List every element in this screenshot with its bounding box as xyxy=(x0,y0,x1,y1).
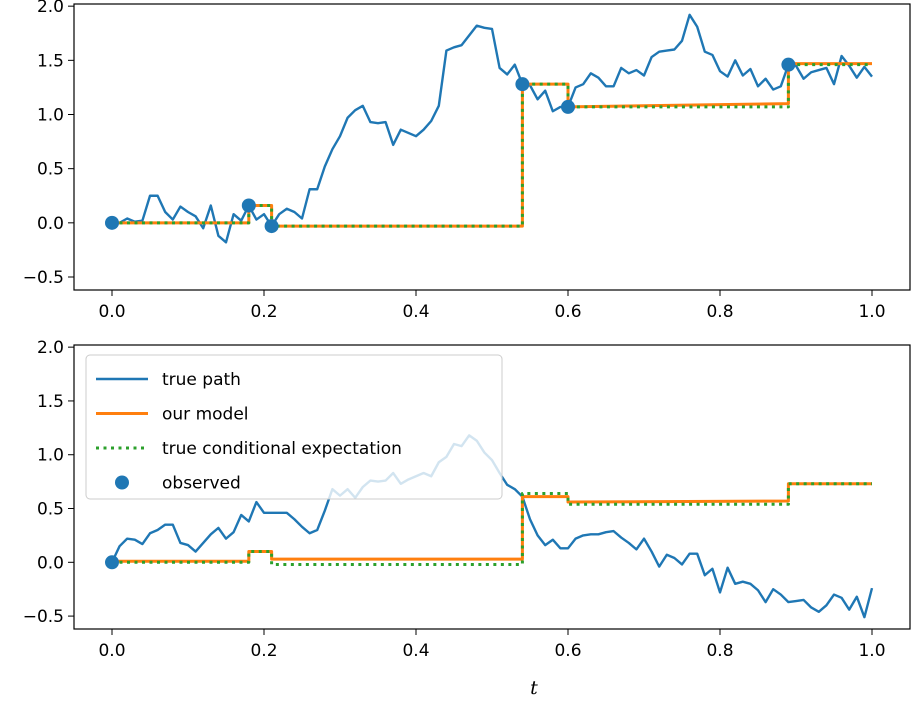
y-tick-label: 2.0 xyxy=(37,0,64,17)
observed-point xyxy=(105,215,119,230)
x-tick-label: 1.0 xyxy=(858,641,885,661)
true-path-line xyxy=(112,13,873,244)
legend-label-true-path: true path xyxy=(162,370,241,390)
our-model-line xyxy=(112,62,872,228)
legend-marker-observed xyxy=(115,475,129,490)
y-tick-label: 1.5 xyxy=(37,392,64,412)
y-tick-label: 1.5 xyxy=(37,51,64,71)
observed-point xyxy=(241,198,256,213)
x-tick-label: 0.2 xyxy=(250,641,277,661)
x-tick-label: 0.4 xyxy=(402,302,429,322)
x-tick-label: 0.6 xyxy=(554,641,581,661)
x-tick-label: 0.4 xyxy=(402,641,429,661)
legend: true path our model true conditional expec… xyxy=(85,354,503,500)
observed-point xyxy=(781,57,796,72)
x-tick-label: 0.8 xyxy=(706,302,733,322)
legend-label-true-conditional-expectation: true conditional expectation xyxy=(162,439,402,459)
y-tick-label: 1.0 xyxy=(37,106,64,126)
y-tick-label: −0.5 xyxy=(23,607,64,627)
y-tick-label: −0.5 xyxy=(23,268,64,288)
plot-area xyxy=(105,13,873,244)
legend-box xyxy=(85,354,503,500)
y-tick-label: 0.5 xyxy=(37,500,64,520)
legend-label-our-model: our model xyxy=(162,405,249,425)
x-tick-label: 1.0 xyxy=(858,302,885,322)
x-tick-label: 0.2 xyxy=(250,302,277,322)
observed-point xyxy=(264,219,279,234)
top-panel: 0.0 0.2 0.4 0.6 0.8 1.0 −0.5 0.0 0.5 1.0 1.5 2.0 xyxy=(23,0,911,322)
y-tick-label: 0.0 xyxy=(37,553,64,573)
axes-frame xyxy=(73,344,911,630)
x-axis-label: t xyxy=(530,677,538,699)
observed-point xyxy=(515,77,530,92)
y-tick-label: 0.5 xyxy=(37,160,64,180)
x-tick-label: 0.0 xyxy=(98,641,125,661)
x-tick-label: 0.8 xyxy=(706,641,733,661)
x-tick-label: 0.6 xyxy=(554,302,581,322)
axes-frame xyxy=(73,3,911,291)
y-tick-label: 1.0 xyxy=(37,446,64,466)
bottom-panel: 0.0 0.2 0.4 0.6 0.8 1.0 −0.5 0.0 0.5 1.0 1.5 2.0 t tr… xyxy=(23,338,911,699)
y-tick-label: 2.0 xyxy=(37,338,64,358)
x-tick-label: 0.0 xyxy=(98,302,125,322)
legend-label-observed: observed xyxy=(162,474,241,494)
observed-point xyxy=(561,99,575,114)
true-conditional-expectation-line xyxy=(112,63,872,228)
observed-point xyxy=(105,555,119,570)
y-tick-label: 0.0 xyxy=(37,214,64,234)
